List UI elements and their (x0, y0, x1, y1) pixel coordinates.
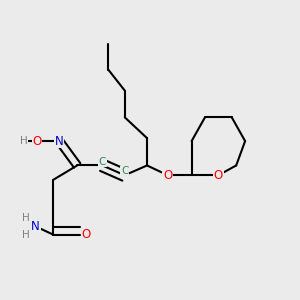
Text: N: N (55, 135, 64, 148)
Text: O: O (163, 169, 172, 182)
Text: O: O (32, 135, 42, 148)
Text: H: H (22, 230, 30, 240)
Text: O: O (214, 169, 223, 182)
Text: O: O (82, 228, 91, 241)
Text: C: C (121, 167, 128, 176)
Text: H: H (20, 136, 28, 146)
Text: H: H (22, 213, 30, 224)
Text: N: N (31, 220, 40, 233)
Text: C: C (99, 157, 106, 166)
